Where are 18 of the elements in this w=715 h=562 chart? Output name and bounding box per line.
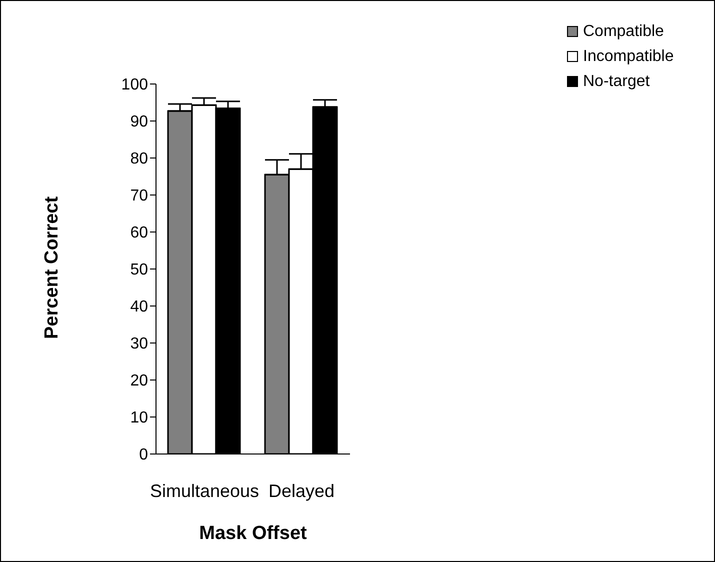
y-tick-label: 100 — [121, 76, 148, 94]
y-tick-label: 30 — [130, 336, 148, 353]
y-tick-label: 20 — [130, 372, 148, 390]
y-tick-label: 80 — [130, 150, 148, 168]
y-tick-label: 50 — [130, 262, 148, 279]
y-tick-label: 10 — [130, 410, 148, 427]
y-tick-label: 60 — [130, 224, 148, 242]
legend-label: Incompatible — [583, 48, 674, 66]
y-tick-label: 40 — [130, 298, 148, 316]
y-tick-label: 90 — [130, 114, 148, 131]
legend-label: No-target — [583, 72, 650, 90]
y-tick-label: 0 — [139, 446, 148, 464]
legend-label: Compatible — [583, 22, 664, 40]
x-tick-label: Delayed — [268, 480, 335, 501]
y-tick-label: 70 — [130, 188, 148, 205]
x-tick-label: Simultaneous — [150, 480, 260, 501]
x-axis-title: Mask Offset — [199, 523, 308, 544]
y-axis-title: Percent Correct — [42, 196, 63, 339]
